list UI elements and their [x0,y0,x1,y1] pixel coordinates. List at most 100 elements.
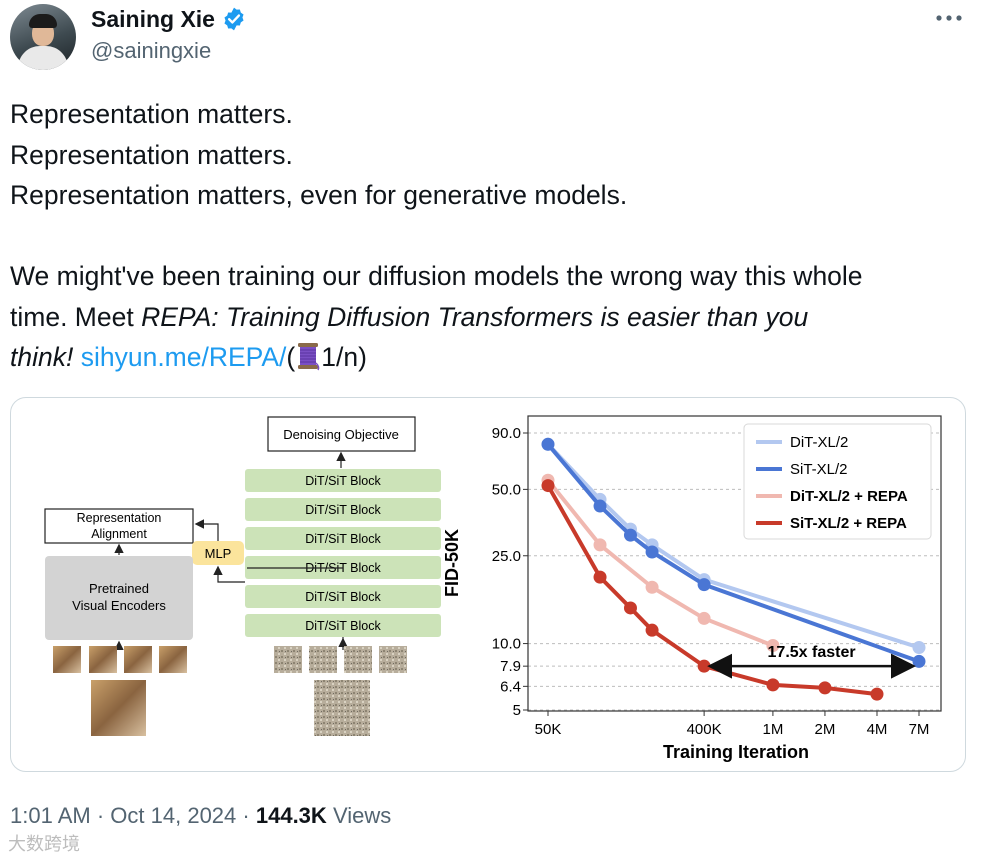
block-4 [245,527,441,550]
watermark: 大数跨境 [8,834,80,854]
denoising-objective-label: Denoising Objective [283,427,399,442]
block-6-label: DiT/SiT Block [305,474,381,488]
representation-alignment-label-2: Alignment [91,527,147,541]
block-5 [245,498,441,521]
series-line [546,442,920,650]
clean-image-patches [53,646,187,673]
noisy-image-patches [274,646,407,673]
tweet-line-5: time. Meet REPA: Training Diffusion Tran… [10,301,809,332]
tweet-line-1: Representation matters. [10,99,293,129]
paper-link[interactable]: sihyun.me/REPA/ [80,342,287,372]
tweet-line-3: Representation matters, even for generat… [10,180,628,210]
tweet-line-4: We might've been training our diffusion … [10,261,863,291]
mlp-box [192,541,244,565]
views-count: 144.3K [255,803,327,828]
legend-box [743,423,932,540]
series-line [546,484,878,697]
series-line [546,478,774,648]
spool-of-thread-icon [298,343,320,371]
chart-frame [527,415,942,712]
chart-series [541,437,926,701]
data-point [912,640,926,654]
legend-label: SiT-XL/2 [790,461,848,478]
more-options-icon[interactable] [933,10,965,26]
mlp-label: MLP [205,546,232,561]
data-point [593,499,607,513]
tweet-meta: 1:01 AM · Oct 14, 2024 · 144.3K Views [10,803,392,828]
paper-title-part-2: think! [10,342,74,372]
data-point [697,578,711,592]
block-2-label: DiT/SiT Block [305,590,381,604]
block-5-label: DiT/SiT Block [305,503,381,517]
author-name[interactable]: Saining Xie [91,5,215,32]
x-tick-label: 50K [535,721,562,738]
tweet-date[interactable]: Oct 14, 2024 [110,803,237,828]
data-point [593,570,607,584]
tweet-text: Representation matters. Representation m… [10,94,980,378]
series-1 [541,437,926,668]
clean-image [91,680,146,736]
data-point [645,623,659,637]
y-tick-label: 10.0 [492,636,521,653]
transformer-blocks: DiT/SiT Block DiT/SiT Block DiT/SiT Bloc… [245,469,441,637]
data-point [645,580,659,594]
y-tick-label: 90.0 [492,425,521,442]
block-4-label: DiT/SiT Block [305,532,381,546]
encoders-label-1: Pretrained [89,581,149,596]
block-1 [245,614,441,637]
media-card[interactable]: Denoising Objective DiT/SiT Block DiT/Si… [10,397,966,772]
series-2 [541,473,780,653]
data-point [766,678,780,692]
y-ticks: 90.0 50.0 25.0 10.0 7.9 6.4 5 [492,425,528,719]
block-6 [245,469,441,492]
x-tick-label: 4M [867,721,888,738]
x-tick-label: 2M [815,721,836,738]
y-tick-label: 25.0 [492,548,521,565]
pretrained-encoders-box [45,556,193,640]
x-tick-label: 7M [909,721,930,738]
data-point [623,528,637,542]
encoders-label-2: Visual Encoders [72,598,166,613]
x-tick-label: 400K [687,721,722,738]
representation-alignment-box [44,508,194,544]
legend-label: SiT-XL/2 + REPA [790,515,907,532]
chart-legend: DiT-XL/2 SiT-XL/2 DiT-XL/2 + REPA SiT-XL/2 … [743,423,932,540]
data-point [541,437,555,451]
data-point [818,681,832,695]
x-ticks: 50K 400K 1M 2M 4M 7M [535,711,930,738]
y-tick-label: 5 [513,702,521,719]
tweet-line-2: Representation matters. [10,139,293,170]
legend-label: DiT-XL/2 [790,434,848,451]
data-point [623,601,637,615]
data-point [593,538,607,552]
data-point [541,479,555,493]
paper-title-part-1: REPA: Training Diffusion Transformers is… [141,301,809,332]
block-2 [245,585,441,608]
block-3-label: DiT/SiT Block [305,561,381,575]
data-point [645,545,659,559]
block-1-label: DiT/SiT Block [305,619,381,633]
y-tick-label: 50.0 [492,481,521,498]
data-point [697,611,711,625]
data-point [697,659,711,673]
series-3 [541,479,884,701]
y-tick-label: 6.4 [500,678,521,695]
y-tick-label: 7.9 [500,658,521,675]
verified-badge-icon [224,7,244,31]
views-label: Views [332,803,392,828]
representation-alignment-label-1: Representation [77,511,162,525]
data-point [766,639,780,653]
speedup-annotation: 17.5x faster [768,644,856,661]
tweet-line-6: think! sihyun.me/REPA/(1/n) [10,342,367,372]
tweet-time[interactable]: 1:01 AM [10,803,91,828]
author-handle[interactable]: @sainingxie [91,38,212,63]
data-point [870,687,884,701]
y-axis-label: FID-50K [442,529,462,597]
legend-label: DiT-XL/2 + REPA [790,488,908,505]
avatar[interactable] [10,4,76,70]
data-point [912,654,926,668]
x-tick-label: 1M [762,721,783,738]
series-line [546,442,920,664]
noisy-image [314,680,370,736]
denoising-objective-box [267,416,416,452]
